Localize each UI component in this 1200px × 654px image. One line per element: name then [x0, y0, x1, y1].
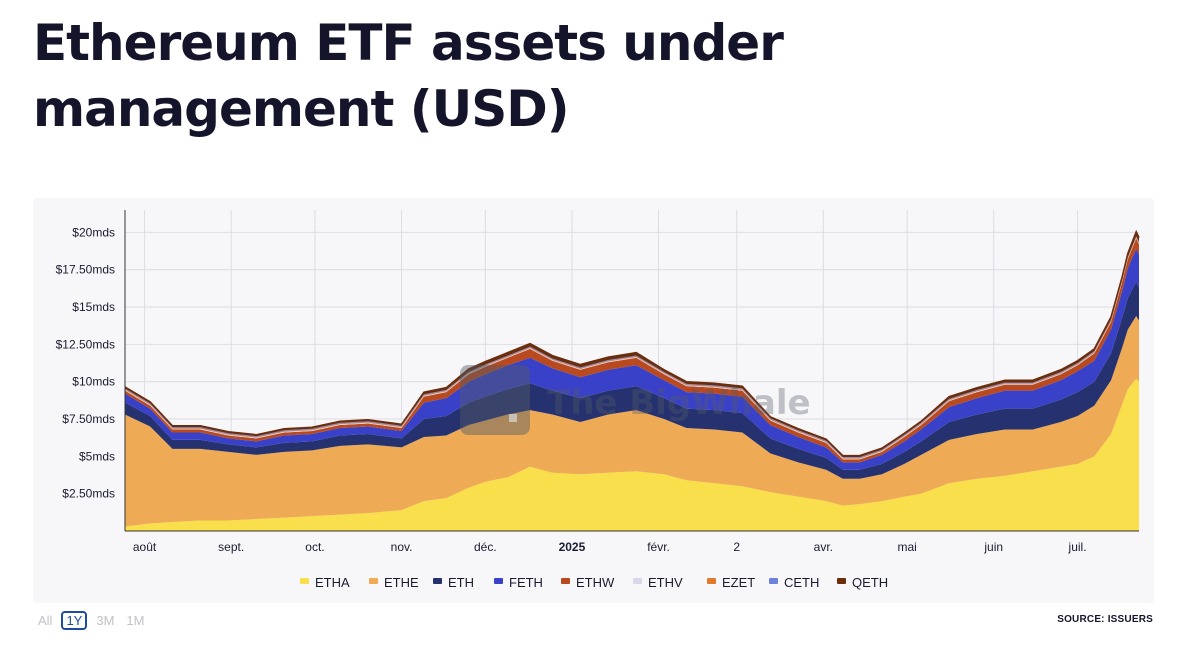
y-tick-label: $2.50mds — [62, 487, 115, 501]
x-tick-label: 2025 — [559, 540, 586, 554]
source-note: SOURCE: ISSUERS — [1057, 614, 1153, 625]
range-button-1y[interactable]: 1Y — [61, 611, 88, 630]
chart-legend: ETHA ETHE ETH FETH ETHW ETHV EZET CETH QETH — [300, 575, 888, 590]
x-tick-label: déc. — [474, 540, 497, 554]
stacked-area-chart[interactable]: The BigWhale $2.50mds $5mds $7.50mds $10mds… — [33, 198, 1154, 603]
watermark-logo — [460, 365, 530, 435]
x-tick-label: juil. — [1068, 540, 1087, 554]
y-tick-label: $17.50mds — [56, 263, 115, 277]
legend-swatch — [369, 578, 378, 584]
legend-label: FETH — [509, 575, 543, 590]
y-tick-label: $15mds — [72, 300, 115, 314]
legend-label: ETH — [448, 575, 474, 590]
x-tick-label: avr. — [814, 540, 833, 554]
range-button-1m[interactable]: 1M — [126, 613, 145, 628]
legend-item-ezet[interactable]: EZET — [707, 575, 755, 590]
legend-item-ceth[interactable]: CETH — [769, 575, 819, 590]
area-series-ethe[interactable] — [125, 316, 1139, 527]
watermark: The BigWhale — [460, 365, 811, 435]
x-tick-label: mai — [897, 540, 916, 554]
x-tick-label: août — [133, 540, 157, 554]
x-tick-label: 2 — [733, 540, 740, 554]
range-button-3m[interactable]: 3M — [96, 613, 115, 628]
area-top-outline — [124, 229, 1140, 457]
legend-label: ETHA — [315, 575, 350, 590]
legend-swatch — [561, 578, 570, 584]
legend-swatch — [633, 578, 642, 584]
chart-panel: The BigWhale $2.50mds $5mds $7.50mds $10mds… — [33, 198, 1154, 603]
legend-item-etha[interactable]: ETHA — [300, 575, 350, 590]
legend-label: ETHV — [648, 575, 683, 590]
legend-swatch — [494, 578, 503, 584]
y-tick-label: $10mds — [72, 375, 115, 389]
watermark-logo-dot — [509, 414, 517, 422]
legend-item-ethe[interactable]: ETHE — [369, 575, 419, 590]
page-title: Ethereum ETF assets under management (US… — [33, 14, 784, 138]
legend-swatch — [707, 578, 716, 584]
legend-item-ethw[interactable]: ETHW — [561, 575, 615, 590]
legend-label: ETHW — [576, 575, 615, 590]
legend-label: ETHE — [384, 575, 419, 590]
x-tick-label: nov. — [391, 540, 413, 554]
legend-swatch — [433, 578, 442, 584]
area-series-etha[interactable] — [125, 378, 1139, 531]
legend-label: EZET — [722, 575, 755, 590]
y-tick-label: $5mds — [79, 449, 115, 463]
legend-item-feth[interactable]: FETH — [494, 575, 543, 590]
x-tick-label: févr. — [647, 540, 670, 554]
range-selector: All 1Y 3M 1M — [35, 611, 147, 630]
y-tick-label: $12.50mds — [56, 337, 115, 351]
legend-item-eth[interactable]: ETH — [433, 575, 474, 590]
chart-axes: $2.50mds $5mds $7.50mds $10mds $12.50mds $15m… — [56, 210, 1139, 554]
range-button-all[interactable]: All — [38, 613, 53, 628]
y-tick-label: $7.50mds — [62, 412, 115, 426]
legend-label: QETH — [852, 575, 888, 590]
legend-swatch — [769, 578, 778, 584]
chart-areas — [124, 229, 1140, 531]
legend-swatch — [300, 578, 309, 584]
x-tick-label: oct. — [305, 540, 324, 554]
watermark-text: The BigWhale — [547, 383, 811, 423]
x-tick-label: juin — [983, 540, 1003, 554]
legend-label: CETH — [784, 575, 819, 590]
x-tick-label: sept. — [218, 540, 244, 554]
legend-item-ethv[interactable]: ETHV — [633, 575, 683, 590]
legend-item-qeth[interactable]: QETH — [837, 575, 888, 590]
y-tick-label: $20mds — [72, 225, 115, 239]
legend-swatch — [837, 578, 846, 584]
